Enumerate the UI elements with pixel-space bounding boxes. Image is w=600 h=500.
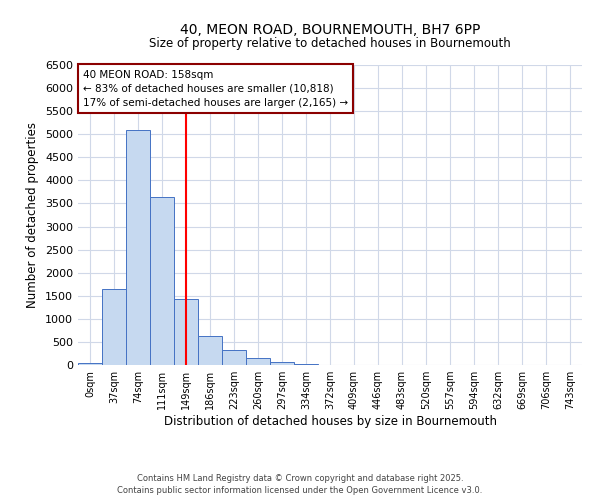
Bar: [222, 350, 246, 365]
X-axis label: Distribution of detached houses by size in Bournemouth: Distribution of detached houses by size …: [163, 415, 497, 428]
Text: 40 MEON ROAD: 158sqm
← 83% of detached houses are smaller (10,818)
17% of semi-d: 40 MEON ROAD: 158sqm ← 83% of detached h…: [83, 70, 348, 108]
Bar: [198, 336, 222, 365]
Text: Size of property relative to detached houses in Bournemouth: Size of property relative to detached ho…: [149, 38, 511, 51]
Bar: [102, 289, 126, 365]
Bar: [150, 196, 174, 365]
Text: Contains HM Land Registry data © Crown copyright and database right 2025.
Contai: Contains HM Land Registry data © Crown c…: [118, 474, 482, 495]
Bar: [78, 362, 102, 365]
Text: 40, MEON ROAD, BOURNEMOUTH, BH7 6PP: 40, MEON ROAD, BOURNEMOUTH, BH7 6PP: [180, 22, 480, 36]
Bar: [246, 358, 270, 365]
Y-axis label: Number of detached properties: Number of detached properties: [26, 122, 40, 308]
Bar: [174, 299, 198, 365]
Bar: [126, 130, 150, 365]
Bar: [270, 362, 294, 365]
Bar: [294, 364, 318, 365]
